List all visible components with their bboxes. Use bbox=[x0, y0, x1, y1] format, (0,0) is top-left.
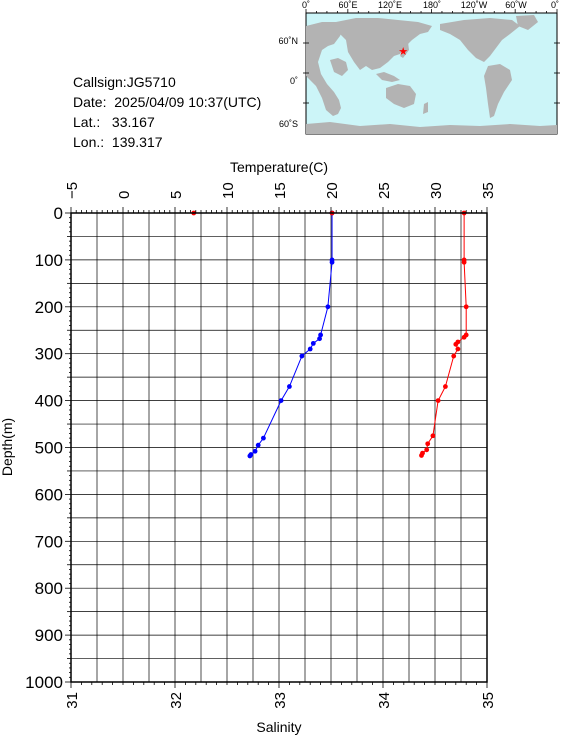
depth-tick-label: 900 bbox=[35, 626, 63, 645]
station-marker-icon: ★ bbox=[398, 46, 408, 58]
salinity-data-point bbox=[461, 334, 467, 340]
map-lat-label: 60˚N bbox=[278, 36, 298, 46]
temperature-axis-title: Temperature(C) bbox=[230, 159, 328, 175]
map-lon-label: 120˚W bbox=[461, 0, 488, 10]
landmass-new-zealand bbox=[423, 102, 428, 114]
salinity-data-point bbox=[419, 453, 424, 458]
depth-tick-label: 100 bbox=[35, 251, 63, 270]
map-lat-label: 60˚S bbox=[279, 119, 298, 129]
temperature-data-point bbox=[325, 304, 331, 310]
depth-axis-title: Depth(m) bbox=[0, 418, 15, 476]
temperature-tick-label: 25 bbox=[376, 182, 393, 199]
temperature-data-point bbox=[287, 384, 292, 389]
temperature-data-point bbox=[307, 346, 313, 352]
landmass-asia bbox=[336, 18, 432, 70]
map-land bbox=[306, 15, 557, 134]
salinity-tick-label: 35 bbox=[480, 692, 497, 709]
salinity-data-point bbox=[453, 341, 459, 347]
temperature-tick-label: 0 bbox=[116, 191, 133, 199]
salinity-tick-label: 34 bbox=[376, 692, 393, 709]
temperature-data-point bbox=[317, 336, 322, 342]
salinity-data-point bbox=[425, 441, 431, 447]
temperature-data-point bbox=[329, 259, 335, 265]
depth-tick-label: 200 bbox=[35, 298, 63, 317]
temperature-tick-label: 10 bbox=[220, 182, 237, 199]
map-lon-label: 120˚E bbox=[378, 0, 402, 10]
salinity-data-point bbox=[430, 433, 436, 439]
date-label: Date: 2025/04/09 10:37(UTC) bbox=[73, 94, 262, 110]
temperature-tick-label: 20 bbox=[324, 182, 341, 199]
landmass-north-america bbox=[440, 18, 520, 62]
map-lat-label: 0˚ bbox=[290, 76, 298, 86]
world-map: 0˚ 60˚E 120˚E 180˚ 120˚W 60˚W 0˚ 60˚N 0˚… bbox=[278, 0, 560, 135]
depth-tick-label: 500 bbox=[35, 439, 63, 458]
depth-tick-label: 400 bbox=[35, 392, 63, 411]
landmass-antarctica bbox=[306, 122, 557, 134]
depth-tick-label: 300 bbox=[35, 345, 63, 364]
depth-tick-label: 600 bbox=[35, 485, 63, 504]
salinity-data-point bbox=[443, 384, 448, 389]
temperature-tick-label: 35 bbox=[480, 182, 497, 199]
depth-tick-label: 800 bbox=[35, 579, 63, 598]
longitude-label: Lon.: 139.317 bbox=[73, 134, 163, 150]
grid bbox=[70, 212, 488, 683]
map-lon-label: 180˚ bbox=[423, 0, 441, 10]
salinity-tick-label: 31 bbox=[64, 692, 81, 709]
temperature-data-point bbox=[278, 398, 284, 403]
salinity-data-point bbox=[455, 346, 461, 352]
map-labels: 0˚ 60˚E 120˚E 180˚ 120˚W 60˚W 0˚ 60˚N 0˚… bbox=[278, 0, 559, 129]
salinity-data-point bbox=[451, 353, 457, 359]
depth-tick-label: 0 bbox=[54, 204, 63, 223]
salinity-data-point bbox=[461, 259, 467, 265]
temperature-data-point bbox=[255, 442, 261, 448]
map-lon-label: 60˚W bbox=[505, 0, 527, 10]
landmass-europe-africa bbox=[306, 22, 344, 116]
landmass-south-america bbox=[484, 64, 512, 118]
temperature-tick-label: 30 bbox=[428, 182, 445, 199]
temperature-profile-line bbox=[249, 213, 333, 457]
salinity-tick-label: 33 bbox=[272, 692, 289, 709]
latitude-label: Lat.: 33.167 bbox=[73, 114, 155, 130]
salinity-data-point bbox=[435, 398, 441, 403]
map-lon-label: 0˚ bbox=[551, 0, 559, 10]
temperature-data-point bbox=[318, 332, 323, 338]
temperature-data-point bbox=[310, 340, 316, 346]
salinity-tick-label: 32 bbox=[168, 692, 185, 709]
map-lon-label: 60˚E bbox=[338, 0, 357, 10]
salinity-axis-title: Salinity bbox=[256, 719, 301, 735]
axis-ticks bbox=[65, 207, 488, 688]
salinity-data-point bbox=[463, 304, 469, 310]
landmass-japan bbox=[400, 42, 409, 58]
landmass-africa-east bbox=[330, 58, 348, 76]
temperature-data-point bbox=[247, 453, 253, 459]
temperature-tick-label: 5 bbox=[168, 191, 185, 199]
temperature-data-point bbox=[252, 448, 258, 454]
temperature-tick-label: 15 bbox=[272, 182, 289, 199]
map-frame-ticks bbox=[303, 9, 560, 104]
temperature-data-point bbox=[299, 353, 305, 359]
salinity-data-point bbox=[424, 447, 430, 453]
landmass-indonesia bbox=[376, 72, 400, 82]
landmass-greenland bbox=[516, 15, 538, 30]
map-lon-label: 0˚ bbox=[302, 0, 310, 10]
landmass-australia bbox=[386, 84, 416, 108]
callsign-label: Callsign:JG5710 bbox=[73, 74, 176, 90]
depth-tick-label: 1000 bbox=[25, 673, 63, 692]
temperature-tick-label: −5 bbox=[64, 182, 81, 199]
temperature-data-point bbox=[261, 435, 266, 441]
depth-tick-label: 700 bbox=[35, 532, 63, 551]
